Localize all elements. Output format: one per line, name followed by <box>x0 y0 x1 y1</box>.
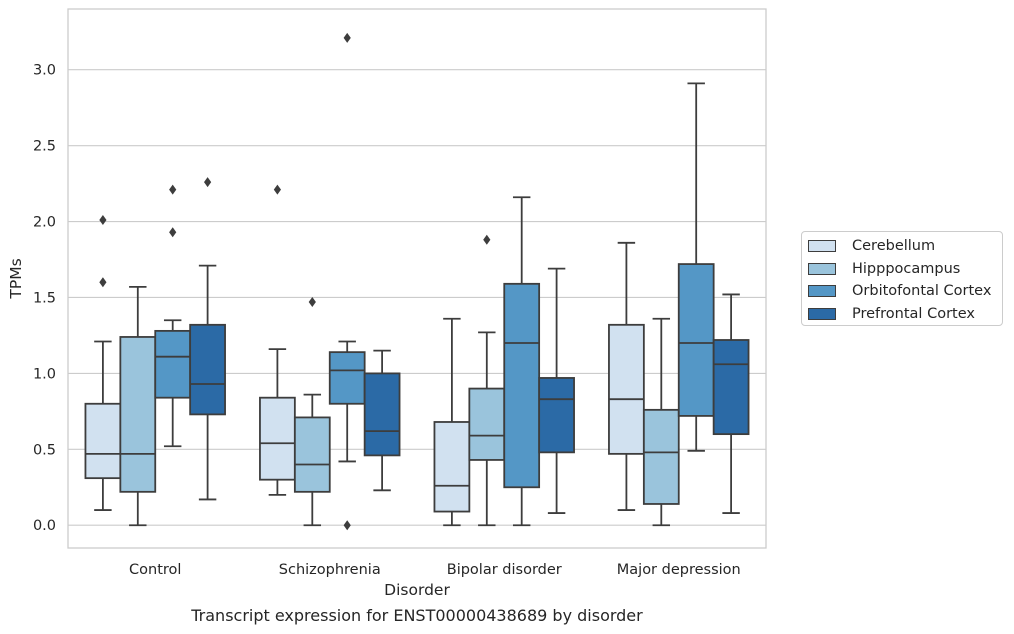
box <box>293 416 331 493</box>
legend-entry: Prefrontal Cortex <box>808 303 1002 326</box>
outlier-point <box>99 215 107 226</box>
legend-label: Prefrontal Cortex <box>852 305 975 322</box>
legend-swatch <box>808 240 836 253</box>
x-axis-label: Disorder <box>384 581 450 599</box>
legend-swatch <box>808 285 836 298</box>
box <box>503 282 541 489</box>
plot-frame <box>67 8 767 549</box>
outlier-point <box>483 234 491 245</box>
outlier-point <box>273 184 281 195</box>
box <box>363 372 401 457</box>
legend-swatch <box>808 307 836 320</box>
outlier-point <box>343 32 351 43</box>
axes: 0.0 0.5 1.0 1.5 2.0 2.5 3.0 Control Schizophreni… <box>7 63 741 599</box>
box <box>677 263 715 417</box>
box <box>538 377 575 454</box>
x-tick-label: Bipolar disorder <box>447 562 562 578</box>
y-tick-label: 0.0 <box>33 518 56 534</box>
box <box>84 402 122 480</box>
legend-label: Orbitofontal Cortex <box>852 283 992 300</box>
y-tick-label: 2.0 <box>33 215 56 231</box>
box <box>608 323 645 455</box>
box <box>119 336 157 493</box>
box <box>154 329 192 399</box>
y-tick-label: 2.5 <box>33 139 56 155</box>
y-tick-label: 1.5 <box>33 290 56 306</box>
box <box>259 396 296 481</box>
outlier-point <box>99 277 107 288</box>
y-tick-label: 0.5 <box>33 442 56 458</box>
chart-caption: Transcript expression for ENST0000043868… <box>191 606 643 625</box>
outlier-point <box>308 297 316 308</box>
outlier-point <box>204 177 212 188</box>
outlier-point <box>343 520 351 531</box>
y-axis-label: TPMs <box>7 258 25 299</box>
y-tick-label: 1.0 <box>33 366 56 382</box>
x-tick-label: Schizophrenia <box>279 562 381 578</box>
outlier-point <box>169 227 177 238</box>
legend-entry: Cerebellum <box>808 235 1002 258</box>
legend-label: Hipppocampus <box>852 260 961 277</box>
box <box>642 408 680 505</box>
legend: Cerebellum Hipppocampus Orbitofontal Cor… <box>801 231 1003 326</box>
x-tick-label: Control <box>129 562 181 578</box>
legend-entry: Hipppocampus <box>808 258 1002 281</box>
legend-entry: Orbitofontal Cortex <box>808 280 1002 303</box>
x-tick-label: Major depression <box>617 562 741 578</box>
box <box>712 339 750 436</box>
y-tick-label: 3.0 <box>33 63 56 79</box>
outlier-point <box>169 184 177 195</box>
box <box>328 351 366 405</box>
legend-swatch <box>808 262 836 275</box>
box <box>189 323 226 416</box>
legend-label: Cerebellum <box>852 238 936 255</box>
box <box>468 387 506 461</box>
plot-area <box>84 32 750 531</box>
box <box>433 421 471 513</box>
